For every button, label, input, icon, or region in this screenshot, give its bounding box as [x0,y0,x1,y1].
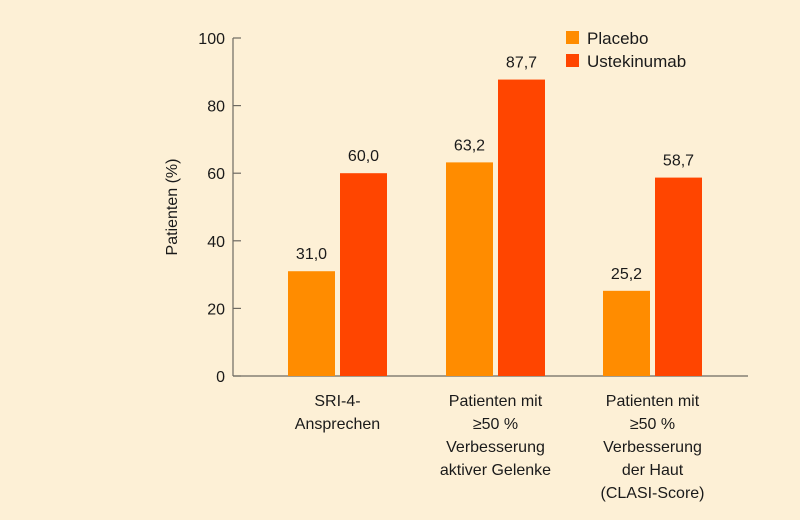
y-tick-label: 20 [207,301,225,318]
y-tick-label: 60 [207,166,225,183]
category-label: SRI-4- Ansprechen [295,393,380,433]
category-label-line: ≥50 % [630,416,675,433]
data-label: 58,7 [663,153,694,170]
category-label-line: Ansprechen [295,416,380,433]
category-label-line: Verbesserung [446,439,545,456]
bar-placebo-2 [446,162,493,376]
y-tick-label: 40 [207,234,225,251]
bar-placebo-1 [288,271,335,376]
category-label: Patienten mit ≥50 % Verbesserung der Haut (C… [600,393,704,502]
category-label-line: SRI-4- [314,393,360,410]
category-label: Patienten mit ≥50 % Verbesserung aktiver Ge… [440,393,551,479]
category-label-line: aktiver Gelenke [440,462,551,479]
category-label-line: (CLASI-Score) [600,485,704,502]
bar-ustekinumab-2 [498,79,545,376]
category-label-line: Patienten mit [449,393,543,410]
bar-placebo-3 [603,290,650,376]
bar-ustekinumab-3 [655,177,702,376]
y-tick-label: 100 [198,31,225,48]
y-tick-label: 0 [216,369,225,386]
data-label: 60,0 [348,148,379,165]
y-tick-label: 80 [207,99,225,116]
category-label-line: der Haut [622,462,684,479]
category-label-line: Patienten mit [606,393,700,410]
legend-label: Ustekinumab [587,52,686,71]
category-label-line: ≥50 % [473,416,518,433]
legend-swatch-ustekinumab [566,54,579,67]
legend-swatch-placebo [566,31,579,44]
legend-label: Placebo [587,29,648,48]
category-label-line: Verbesserung [603,439,702,456]
data-label: 25,2 [611,266,642,283]
data-label: 87,7 [506,55,537,72]
category-labels: SRI-4- Ansprechen Patienten mit ≥50 % Verbes… [295,393,705,502]
bars: 31,0 63,2 25,2 60,0 87,7 58,7 [288,55,702,376]
y-axis-title: Patienten (%) [164,159,181,256]
legend: Placebo Ustekinumab [566,29,686,71]
data-label: 63,2 [454,137,485,154]
data-label: 31,0 [296,246,327,263]
bar-ustekinumab-1 [340,173,387,376]
